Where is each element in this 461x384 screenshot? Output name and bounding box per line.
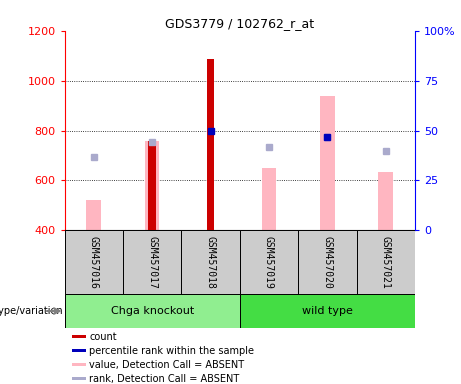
Bar [148,141,156,230]
Bar [320,96,335,230]
Bar [240,230,298,294]
Bar [65,294,240,328]
Text: wild type: wild type [302,306,353,316]
Text: GSM457019: GSM457019 [264,236,274,288]
Bar [71,349,86,352]
Bar [261,168,276,230]
Title: GDS3779 / 102762_r_at: GDS3779 / 102762_r_at [165,17,314,30]
Bar [298,230,356,294]
Bar [87,200,101,230]
Text: GSM457020: GSM457020 [322,236,332,288]
Bar [378,172,393,230]
Bar [181,230,240,294]
Text: GSM457016: GSM457016 [89,236,99,288]
Bar [71,363,86,366]
Text: GSM457017: GSM457017 [147,236,157,288]
Text: value, Detection Call = ABSENT: value, Detection Call = ABSENT [89,360,244,370]
Text: percentile rank within the sample: percentile rank within the sample [89,346,254,356]
Bar [356,230,415,294]
Text: GSM457021: GSM457021 [381,236,391,288]
Text: Chga knockout: Chga knockout [111,306,194,316]
Bar [240,294,415,328]
Text: count: count [89,332,117,342]
Bar [123,230,181,294]
Bar [71,377,86,380]
Text: genotype/variation: genotype/variation [0,306,63,316]
Bar [65,230,123,294]
Text: rank, Detection Call = ABSENT: rank, Detection Call = ABSENT [89,374,240,384]
Bar [207,60,214,230]
Bar [71,335,86,338]
Text: GSM457018: GSM457018 [206,236,216,288]
Bar [145,141,160,230]
